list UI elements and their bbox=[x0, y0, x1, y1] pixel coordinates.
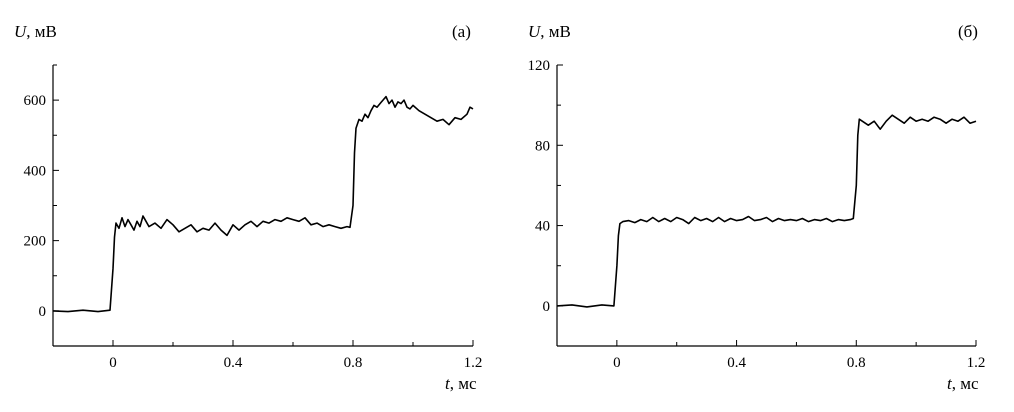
x-tick-label-b: 0 bbox=[613, 355, 621, 371]
y-tick-label-b: 0 bbox=[543, 299, 551, 315]
x-tick-label-a: 0.8 bbox=[344, 355, 363, 371]
y-tick-label-b: 40 bbox=[535, 219, 550, 235]
y-tick-label-b: 120 bbox=[528, 58, 551, 74]
x-axis-label-a: t, мс bbox=[445, 374, 477, 393]
x-tick-label-a: 1.2 bbox=[464, 355, 483, 371]
ticks-b: 0 0.4 0.8 1.2 0 40 80 120 bbox=[528, 58, 986, 371]
series-line-a bbox=[52, 95, 474, 313]
panel-label-b: (б) bbox=[958, 22, 978, 41]
x-axis-label-b: t, мс bbox=[947, 374, 979, 393]
axes-b bbox=[556, 65, 976, 347]
y-axis-label-a: U, мВ bbox=[14, 22, 57, 41]
axes-a bbox=[52, 65, 473, 347]
x-tick-label-a: 0.4 bbox=[224, 355, 243, 371]
y-tick-label-a: 0 bbox=[39, 304, 47, 320]
ticks-a: 0 0.4 0.8 1.2 0 200 400 600 bbox=[24, 64, 483, 371]
x-tick-label-b: 0.4 bbox=[727, 355, 746, 371]
y-axis-label-b: U, мВ bbox=[528, 22, 571, 41]
series-line-b bbox=[556, 114, 977, 308]
series-b bbox=[556, 114, 977, 308]
x-tick-label-b: 0.8 bbox=[847, 355, 866, 371]
x-tick-label-a: 0 bbox=[109, 355, 117, 371]
chart-panel-b: U, мВ (б) t, мс 0 0.4 0.8 1.2 0 40 80 120 bbox=[528, 22, 986, 393]
y-tick-label-a: 200 bbox=[24, 234, 47, 250]
x-tick-label-b: 1.2 bbox=[967, 355, 986, 371]
y-tick-label-a: 400 bbox=[24, 163, 47, 179]
y-tick-label-b: 80 bbox=[535, 138, 550, 154]
chart-panel-a: U, мВ (а) t, мс 0 0.4 0.8 1.2 0 200 400 600 bbox=[14, 22, 482, 393]
panel-label-a: (а) bbox=[452, 22, 471, 41]
y-tick-label-a: 600 bbox=[24, 93, 47, 109]
series-a bbox=[52, 95, 474, 313]
